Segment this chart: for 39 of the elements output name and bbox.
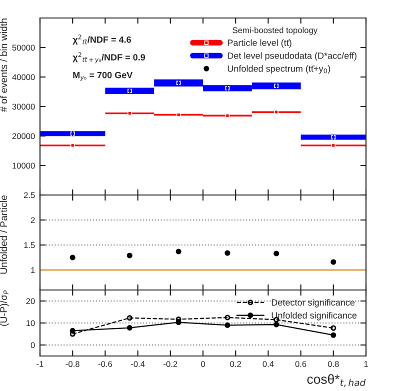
x-tick-label: -0.4 [130, 361, 145, 367]
y-axis-title: Unfolded / Particle [0, 195, 8, 274]
point [126, 315, 132, 321]
y-tick-label: 10 [26, 320, 35, 326]
y-tick-label: 20 [26, 298, 35, 304]
legend-label: Det level pseudodata (D*acc/eff) [228, 52, 356, 61]
x-tick-label: -0.2 [164, 361, 178, 367]
x-tick-label: 1 [364, 361, 368, 367]
annotation: χ$^{2}$$_{tt̄}$/NDF = 4.6 [72, 34, 132, 45]
point [330, 325, 336, 331]
legend-label: Detector significance [272, 299, 355, 308]
y-tick-label: 50000 [12, 44, 35, 51]
x-tick-label: -0.6 [98, 361, 112, 367]
legend-label: Unfolded spectrum (tt̄+y$_{0}$) [228, 65, 330, 74]
y-tick-label: 1.5 [24, 242, 35, 248]
y-tick-label: 0 [30, 342, 35, 348]
y-tick-label: 10000 [12, 162, 35, 169]
y-tick-label: 30000 [12, 104, 35, 110]
point [224, 314, 230, 320]
annotation: χ$^{2}$$_{tt̄+y₀}$/NDF = 0.9 [72, 52, 146, 64]
x-axis-title: cosθ*$_{t,had}$ [307, 374, 366, 387]
legend-label: Particle level (tt̄) [228, 39, 292, 48]
legend-title: Semi-boosted topology [232, 27, 318, 35]
x-tick-label: 0 [201, 361, 205, 367]
annotation: M$_{y₀}$ = 700 GeV [73, 72, 133, 81]
y-tick-label: 20000 [12, 133, 35, 140]
y-tick-label: 2.5 [24, 192, 35, 198]
y-axis-title: # of events / bin width [0, 18, 8, 112]
x-tick-label: -1 [36, 361, 44, 367]
x-tick-label: 0.4 [262, 361, 274, 367]
y-tick-label: 2 [30, 217, 35, 224]
legend-label: Unfolded significance [272, 312, 357, 320]
x-tick-label: 0.8 [328, 361, 339, 367]
x-tick-label: 0.2 [230, 361, 241, 367]
y-axis-title: (U-P)/σ$_{P}$ [0, 290, 9, 326]
x-tick-label: -0.8 [66, 361, 80, 367]
x-tick-label: 0.6 [295, 361, 306, 367]
y-tick-label: 1 [31, 267, 35, 274]
y-tick-label: 40000 [12, 74, 35, 80]
